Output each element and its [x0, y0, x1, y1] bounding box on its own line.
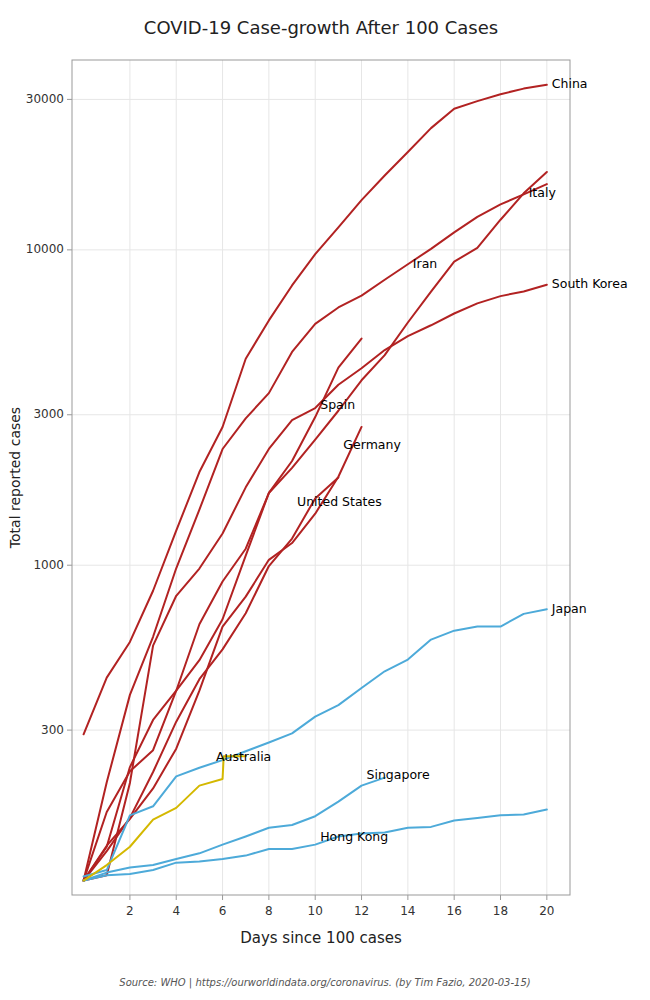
x-tick-label: 6 — [219, 904, 227, 918]
grid-line — [500, 60, 501, 895]
tick-mark — [407, 895, 408, 900]
grid-line — [315, 60, 316, 895]
tick-mark — [67, 414, 72, 415]
series-label: United States — [297, 494, 382, 509]
y-tick-label: 30000 — [26, 92, 64, 106]
source-note: Source: WHO | https://ourworldindata.org… — [119, 977, 530, 989]
y-tick-label: 3000 — [33, 407, 64, 421]
x-tick-label: 2 — [126, 904, 134, 918]
x-tick-label: 18 — [493, 904, 508, 918]
x-tick-label: 20 — [539, 904, 554, 918]
series-label: China — [552, 76, 588, 91]
grid-line — [454, 60, 455, 895]
plot-frame — [72, 60, 570, 895]
grid-line — [72, 565, 570, 566]
tick-mark — [67, 99, 72, 100]
series-label: Australia — [216, 749, 271, 764]
series-label: Hong Kong — [320, 829, 388, 844]
series-line — [84, 172, 547, 881]
tick-mark — [67, 730, 72, 731]
series-line — [84, 478, 339, 881]
series-label: Japan — [551, 601, 587, 616]
grid-line — [72, 249, 570, 250]
series-label: Italy — [529, 185, 557, 200]
lines — [84, 85, 547, 881]
series-label: Germany — [343, 437, 401, 452]
grid-line — [72, 99, 570, 100]
x-tick-label: 4 — [172, 904, 180, 918]
grid-line — [268, 60, 269, 895]
series-line — [84, 285, 547, 881]
tick-mark — [315, 895, 316, 900]
tick-mark — [67, 565, 72, 566]
series-label: Singapore — [367, 767, 430, 782]
x-tick-label: 8 — [265, 904, 273, 918]
grid — [72, 60, 570, 895]
grid-line — [72, 730, 570, 731]
tick-mark — [546, 895, 547, 900]
tick-mark — [67, 249, 72, 250]
series-line — [84, 339, 362, 881]
series-label: South Korea — [552, 276, 628, 291]
plot-background — [72, 60, 570, 895]
grid-line — [72, 414, 570, 415]
chart: 300 1000 3000 10000 30000 2 4 6 8 10 12 14 16 18 20 Chi… — [0, 0, 650, 1000]
grid-line — [176, 60, 177, 895]
tick-mark — [361, 895, 362, 900]
series-line — [84, 756, 246, 880]
y-tick-label: 300 — [41, 723, 64, 737]
x-tick-label: 12 — [354, 904, 369, 918]
tick-mark — [129, 895, 130, 900]
tick-mark — [500, 895, 501, 900]
series-label: Iran — [413, 256, 437, 271]
tick-mark — [268, 895, 269, 900]
x-tick-label: 14 — [400, 904, 415, 918]
series-line — [84, 609, 547, 876]
y-tick-label: 1000 — [33, 558, 64, 572]
grid-line — [361, 60, 362, 895]
y-tick-label: 10000 — [26, 242, 64, 256]
x-tick-label: 16 — [447, 904, 462, 918]
x-tick-label: 10 — [308, 904, 323, 918]
x-axis-label: Days since 100 cases — [240, 929, 402, 947]
tick-mark — [454, 895, 455, 900]
tick-mark — [176, 895, 177, 900]
tick-mark — [222, 895, 223, 900]
series-line — [84, 184, 547, 881]
series-label: Spain — [320, 397, 355, 412]
title: COVID-19 Case-growth After 100 Cases — [144, 17, 498, 38]
y-axis-label: Total reported cases — [7, 407, 23, 549]
